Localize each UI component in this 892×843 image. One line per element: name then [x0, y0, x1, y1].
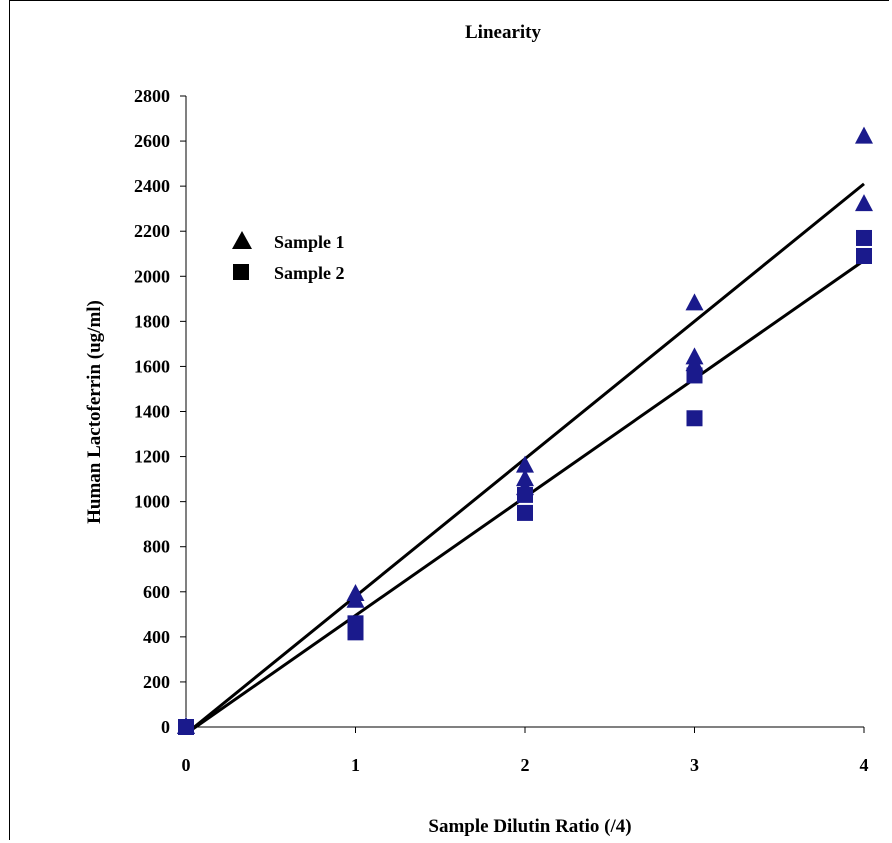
y-tick-label: 1200	[134, 447, 170, 467]
y-tick-label: 1400	[134, 402, 170, 422]
point-sample-1	[516, 469, 534, 487]
point-sample-2	[178, 719, 194, 735]
y-tick-label: 2400	[134, 176, 170, 196]
x-axis-label: Sample Dilutin Ratio (/4)	[428, 816, 631, 837]
y-tick-label: 800	[143, 537, 170, 557]
y-tick-label: 1600	[134, 356, 170, 376]
point-sample-1	[685, 354, 704, 372]
point-sample-2	[856, 229, 872, 246]
point-sample-1	[346, 590, 365, 608]
y-tick-label: 2200	[134, 221, 170, 241]
y-tick-label: 0	[161, 717, 170, 737]
axes	[185, 96, 864, 728]
legend-marker-sample-2	[233, 264, 249, 280]
x-tick-label: 3	[690, 755, 699, 775]
y-tick-label: 200	[143, 672, 170, 692]
point-sample-2	[517, 486, 533, 503]
point-sample-2	[347, 624, 364, 641]
point-sample-1	[855, 126, 873, 144]
point-sample-2	[686, 367, 703, 384]
chart-title: Linearity	[465, 22, 541, 43]
point-sample-2	[686, 410, 703, 427]
legend-marker-sample-1	[232, 231, 252, 249]
point-sample-1	[855, 194, 873, 212]
chart-frame	[9, 0, 889, 840]
y-tick-label: 1800	[134, 311, 170, 331]
x-ticks: 0 1 2 3 4	[182, 727, 869, 775]
y-tick-label: 2800	[134, 86, 170, 106]
x-tick-label: 4	[860, 755, 869, 775]
point-sample-2	[856, 248, 872, 265]
legend-label-sample-1: Sample 1	[274, 232, 345, 252]
y-tick-label: 400	[143, 627, 170, 647]
point-sample-2	[517, 504, 533, 521]
y-tick-label: 1000	[134, 492, 170, 512]
y-axis-label: Human Lactoferrin (ug/ml)	[84, 300, 105, 524]
data-points	[177, 126, 873, 735]
legend-label-sample-2: Sample 2	[274, 263, 345, 283]
x-tick-label: 1	[351, 755, 360, 775]
y-tick-label: 2600	[134, 131, 170, 151]
point-sample-1	[516, 455, 534, 473]
legend: Sample 1 Sample 2	[232, 231, 345, 283]
x-tick-label: 2	[521, 755, 530, 775]
y-ticks: 0 200 400 600 800 1000 1200 1400 1600 1800 2000 220…	[134, 86, 186, 737]
x-tick-label: 0	[182, 755, 191, 775]
y-tick-label: 2000	[134, 266, 170, 286]
y-tick-label: 600	[143, 582, 170, 602]
point-sample-1	[685, 293, 704, 311]
